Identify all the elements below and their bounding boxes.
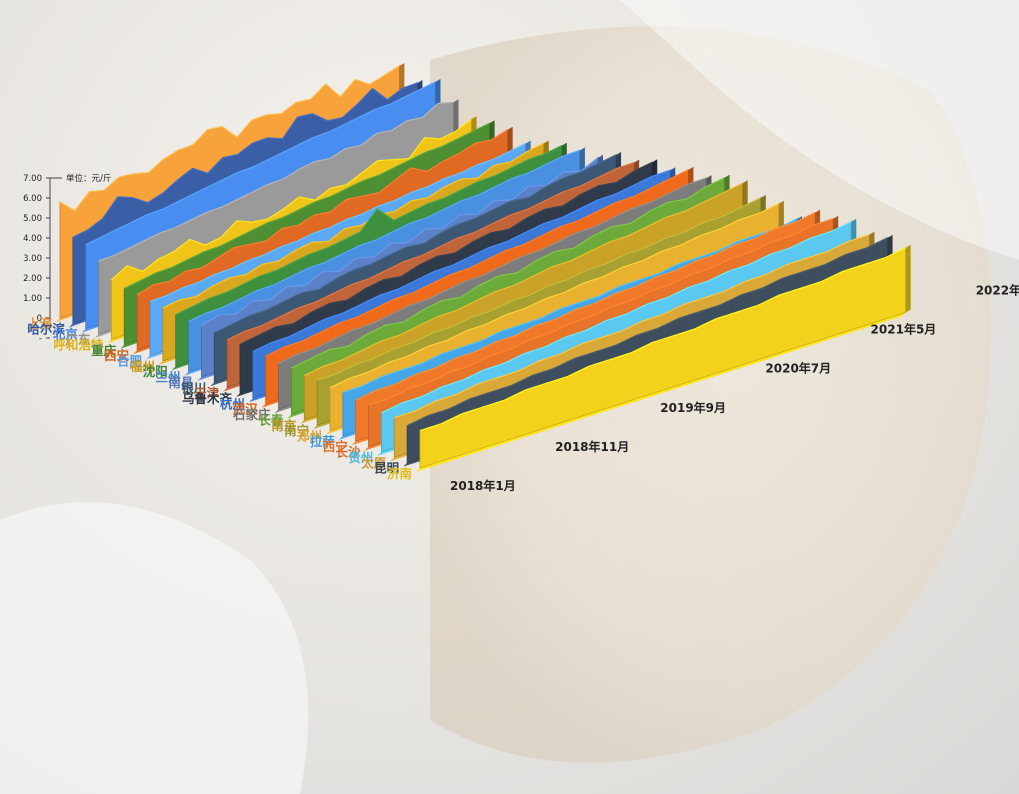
series-ridge-line [304,182,743,377]
series-ridge-line [316,197,762,381]
city-label: 太原 [361,455,387,470]
series-ridge-line [72,82,418,238]
series-ridge-line [111,118,472,281]
series-ridge-line [239,161,653,345]
series-ridge-line [419,247,906,432]
series-ridge-line [342,218,798,394]
series-ridge-line [85,81,436,246]
y-tick-label: 2.00 [23,274,42,284]
x-tick-label: 2022年5月 [976,282,1019,297]
y-axis-group: 单位：元/斤 7.00 6.00 5.00 4.00 3.00 2.00 1.00 0 - [23,173,111,344]
series-ridge-line [201,157,599,327]
city-label: 重庆 [91,343,117,358]
city-label: 西宁 [323,439,348,454]
y-tick-label: 4.00 [23,234,42,244]
x-tick-label: 2021年5月 [871,322,937,337]
series-ridge-line [149,142,526,303]
y-tick-label: - [39,334,42,344]
city-label: 西安 [104,348,129,363]
y-tick-label: 1.00 [23,294,42,304]
series-end-cap [905,244,911,313]
city-label: 长春 [258,412,284,427]
y-tick-label: 3.00 [23,254,42,264]
city-label: 杭州 [220,396,245,411]
y-tick-label: 7.00 [23,174,42,184]
city-label: 乌鲁木齐 [182,391,233,406]
series-ridge-line [368,218,834,406]
x-tick-label: 2018年1月 [450,478,516,493]
series-ridge-line [175,145,563,316]
series-ridge-line [355,212,816,401]
y-axis-unit-label: 单位：元/斤 [66,173,111,184]
x-tick-label: 2018年11月 [555,439,629,454]
series-ridge-line [214,154,617,334]
city-label: 南宁 [284,423,309,438]
series-floor-strip [416,312,906,472]
x-tick-label: 2020年7月 [765,361,831,376]
city-label: 长沙 [336,445,362,460]
series-ridge-line [59,65,400,212]
labels-group: 上海哈尔滨北京广东呼和浩特重庆西安合肥福州沈阳兰州南昌银川天津乌鲁木齐杭州武汉石… [27,282,1019,493]
series-ridge-line [226,161,635,341]
city-label: 兰州 [156,370,181,385]
city-label: 上海 [27,316,53,331]
y-tick-label: 6.00 [23,194,42,204]
rice-highlight-shape-top [620,0,1019,260]
series-ridge-line [406,237,888,427]
series-ridge-line [162,142,545,309]
series-ridge-line [98,101,454,262]
series-济南 [416,244,911,472]
series-ridge-line [291,177,725,369]
series-ridge-line [394,234,870,419]
city-label: 沈阳 [143,364,168,379]
city-label: 天津 [194,386,220,401]
y-tick-label: 5.00 [23,214,42,224]
series-ridge-line [252,169,671,353]
city-label: 贵州 [348,450,373,465]
city-label: 合肥 [117,354,143,369]
x-tick-label: 2019年9月 [660,400,726,415]
series-ridge-line [265,169,689,357]
city-label: 广东 [66,332,92,347]
y-tick-label: 0 [37,314,42,324]
series-ridge-line [329,203,780,389]
city-label: 哈尔滨 [27,321,65,336]
city-label: 武汉 [233,402,259,417]
city-label: 南京 [271,418,297,433]
city-label: 福州 [129,359,155,374]
city-label: 南昌 [168,375,193,390]
city-label: 昆明 [374,461,399,476]
city-label: 拉萨 [310,434,336,449]
city-label: 呼和浩特 [53,337,104,352]
city-label: 石家庄 [232,407,271,422]
city-label: 银川 [181,380,206,395]
city-label: 济南 [387,466,413,481]
rice-highlight-shape [0,502,309,794]
series-ridge-line [124,122,490,290]
series-group [56,62,911,472]
city-label: 郑州 [297,429,322,444]
series-ridge-line [136,129,508,296]
series-ridge-line [188,149,581,323]
city-label: 北京 [53,327,79,342]
series-ridge-line [278,177,707,365]
series-ridge-line [381,221,852,414]
